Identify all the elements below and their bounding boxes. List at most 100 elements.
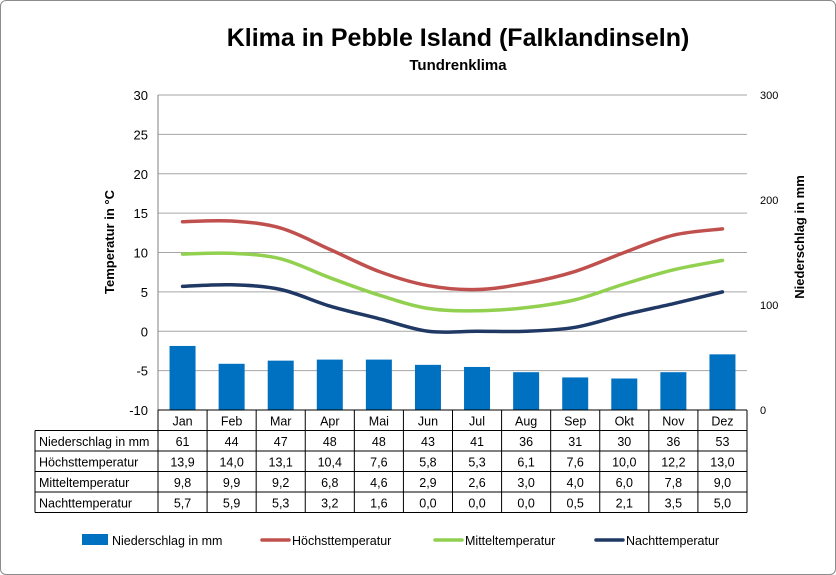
table-cell: 36 xyxy=(666,435,680,449)
table-cell: 7,6 xyxy=(567,456,584,470)
table-cell: 2,6 xyxy=(468,476,485,490)
precipitation-bar xyxy=(316,359,343,410)
x-tick-label: Aug xyxy=(515,415,537,429)
legend-label: Höchsttemperatur xyxy=(292,534,391,548)
x-tick-label: Mai xyxy=(369,415,389,429)
table-cell: 43 xyxy=(421,435,435,449)
table-cell: 3,2 xyxy=(321,497,338,511)
table-cell: 2,9 xyxy=(419,476,436,490)
x-tick-label: Mar xyxy=(270,415,292,429)
y-tick-label: 10 xyxy=(134,246,148,261)
y2-tick-label: 100 xyxy=(760,300,778,312)
table-cell: 53 xyxy=(716,435,730,449)
precipitation-bar xyxy=(365,359,392,410)
legend: Niederschlag in mm Höchsttemperatur Mittel… xyxy=(82,534,719,548)
table-cell: 47 xyxy=(274,435,288,449)
table-cell: 0,5 xyxy=(567,497,584,511)
y-axis-label: Temperatur in °C xyxy=(102,189,117,294)
table-cell: 10,4 xyxy=(318,456,342,470)
y-tick-label: 15 xyxy=(134,206,148,221)
y2-tick-label: 300 xyxy=(760,90,778,102)
table-cell: 36 xyxy=(519,435,533,449)
table-cell: 3,0 xyxy=(517,476,534,490)
table-row-label: Nachttemperatur xyxy=(39,497,132,511)
legend-label: Mitteltemperatur xyxy=(465,534,555,548)
line-h-chsttemperatur xyxy=(180,218,725,292)
precipitation-bar xyxy=(267,360,294,410)
x-tick-label: Nov xyxy=(662,415,685,429)
table-cell: 13,1 xyxy=(269,456,293,470)
precipitation-bar xyxy=(611,378,638,410)
chart-subtitle: Tundrenklima xyxy=(409,57,507,74)
precipitation-bar xyxy=(218,363,245,410)
y-tick-label: -5 xyxy=(136,364,148,379)
table-cell: 0,0 xyxy=(419,497,436,511)
y2-axis-label: Niederschlag in mm xyxy=(792,175,807,299)
x-tick-label: Jun xyxy=(418,415,438,429)
legend-swatch-bar xyxy=(82,534,108,545)
precipitation-bar xyxy=(169,345,196,410)
table-cell: 48 xyxy=(372,435,386,449)
table-cell: 7,8 xyxy=(665,476,682,490)
table-cell: 7,6 xyxy=(370,456,387,470)
y-tick-label: -10 xyxy=(129,403,148,418)
y-tick-label: 0 xyxy=(141,324,148,339)
precipitation-bar xyxy=(513,372,540,410)
table-cell: 6,0 xyxy=(616,476,633,490)
table-cell: 30 xyxy=(617,435,631,449)
line-nachttemperatur xyxy=(180,282,725,334)
y-tick-label: 25 xyxy=(134,127,148,142)
x-tick-label: Dez xyxy=(711,415,733,429)
precipitation-bar xyxy=(709,354,736,410)
table-cell: 44 xyxy=(225,435,239,449)
table-cell: 13,0 xyxy=(710,456,734,470)
precipitation-bar xyxy=(660,372,687,410)
table-cell: 9,0 xyxy=(714,476,731,490)
table-cell: 9,2 xyxy=(272,476,289,490)
table-cell: 9,8 xyxy=(174,476,191,490)
y2-tick-label: 200 xyxy=(760,195,778,207)
table-cell: 6,8 xyxy=(321,476,338,490)
table-cell: 4,6 xyxy=(370,476,387,490)
x-tick-label: Jul xyxy=(469,415,485,429)
table-cell: 6,1 xyxy=(517,456,534,470)
chart-title: Klima in Pebble Island (Falklandinseln) xyxy=(227,24,690,52)
table-cell: 14,0 xyxy=(219,456,243,470)
table-cell: 5,0 xyxy=(714,497,731,511)
table-cell: 13,9 xyxy=(170,456,194,470)
precipitation-bar xyxy=(562,377,589,410)
precipitation-bar xyxy=(414,364,441,410)
table-cell: 48 xyxy=(323,435,337,449)
x-tick-label: Feb xyxy=(221,415,243,429)
table-cell: 0,0 xyxy=(468,497,485,511)
x-tick-label: Okt xyxy=(615,415,635,429)
y2-tick-label: 0 xyxy=(760,405,766,417)
table-cell: 5,7 xyxy=(174,497,191,511)
x-tick-label: Apr xyxy=(320,415,339,429)
y-tick-label: 20 xyxy=(134,167,148,182)
legend-label: Nachttemperatur xyxy=(626,534,719,548)
y-tick-labels: 30 25 20 15 10 5 0 -5 -10 xyxy=(129,88,148,418)
x-tick-label: Jan xyxy=(172,415,192,429)
table-cell: 0,0 xyxy=(517,497,534,511)
table-cell: 9,9 xyxy=(223,476,240,490)
table-cell: 12,2 xyxy=(661,456,685,470)
data-table: Jan Feb Mar Apr Mai Jun Jul Aug Sep Okt Nov Dez Nied… xyxy=(34,409,748,513)
y-tick-label: 5 xyxy=(141,285,148,300)
table-cell: 3,5 xyxy=(665,497,682,511)
legend-label: Niederschlag in mm xyxy=(112,534,222,548)
precipitation-bar xyxy=(464,366,491,410)
table-cell: 31 xyxy=(568,435,582,449)
table-cell: 5,3 xyxy=(272,497,289,511)
table-row-label: Höchsttemperatur xyxy=(39,456,138,470)
table-cell: 5,3 xyxy=(468,456,485,470)
table-cell: 4,0 xyxy=(567,476,584,490)
table-cell: 41 xyxy=(470,435,484,449)
precipitation-bars xyxy=(169,345,736,410)
line-mitteltemperatur xyxy=(180,251,725,313)
table-cell: 10,0 xyxy=(612,456,636,470)
table-cell: 1,6 xyxy=(370,497,387,511)
y2-tick-labels: 300 200 100 0 xyxy=(760,90,778,417)
